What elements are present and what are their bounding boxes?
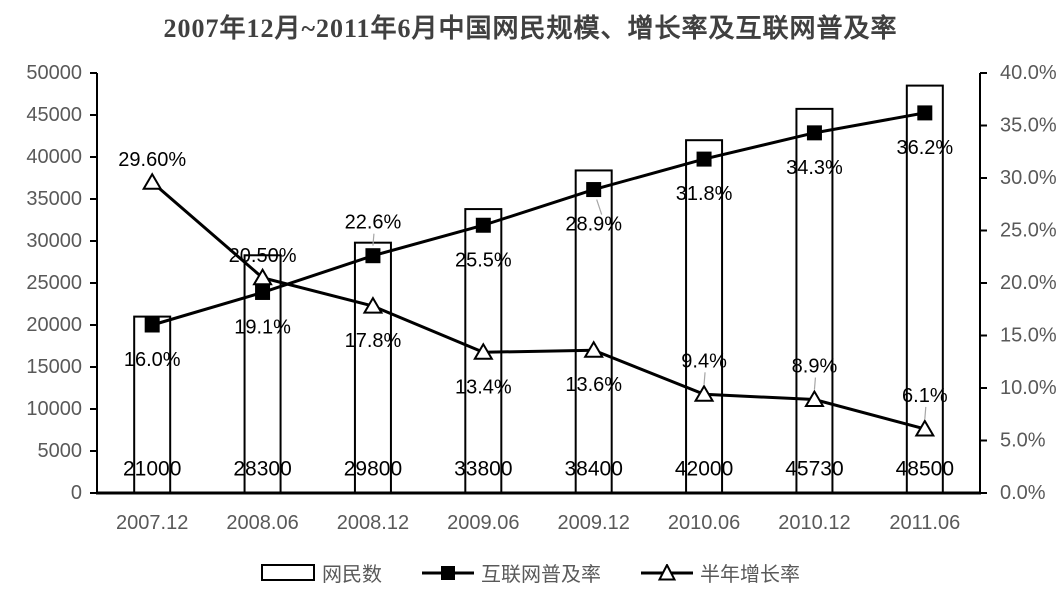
line-value-label: 17.8% [345,330,402,352]
x-axis-tick-label: 2010.12 [778,512,850,534]
growth-line [151,181,926,431]
x-axis-tick-label: 2011.06 [889,512,960,534]
left-axis-tick-label: 45000 [26,104,82,126]
bar-value-label: 38400 [564,458,622,481]
x-axis-tick-label: 2007.12 [116,512,188,534]
line-value-label: 19.1% [234,316,291,338]
legend: 网民数 互联网普及率 半年增长率 [0,558,1061,587]
bar-value-label: 42000 [675,458,733,481]
label-leader-line [813,377,817,390]
x-axis-tick-label: 2009.12 [558,512,630,534]
line-value-label: 25.5% [455,249,512,271]
left-axis-tick-label: 5000 [38,440,83,462]
left-axis-tick-label: 20000 [26,314,82,336]
legend-item-penetration: 互联网普及率 [422,558,601,587]
open-triangle-marker [362,296,384,314]
open-triangle-marker [914,418,936,437]
x-axis-tick-label: 2008.12 [337,512,409,534]
line-value-label: 16.0% [124,349,181,371]
left-axis-tick-label: 30000 [26,230,82,252]
line-value-label: 13.6% [565,374,622,396]
legend-label-penetration: 互联网普及率 [481,564,601,586]
left-axis-tick-label: 50000 [26,62,82,84]
line-value-label: 8.9% [792,356,838,378]
bar-value-label: 45730 [785,458,843,481]
right-axis-tick-label: 40.0% [1000,62,1057,84]
bar-value-label: 21000 [123,458,181,481]
open-triangle-marker [252,267,273,286]
open-triangle-marker [693,384,715,402]
left-axis-tick-label: 35000 [26,188,82,210]
x-axis-tick-label: 2008.06 [226,512,298,534]
legend-item-growth: 半年增长率 [641,558,800,587]
bar [795,107,834,494]
line-value-label: 6.1% [902,385,948,407]
bar [353,241,392,494]
bar [574,169,613,494]
right-axis-tick-label: 5.0% [1000,430,1046,452]
line-value-label: 20.50% [229,245,297,267]
x-axis-tick-label: 2010.06 [668,512,740,534]
filled-square-marker [475,217,491,233]
line-value-label: 13.4% [455,376,512,398]
line-value-label: 36.2% [896,137,953,159]
right-axis-tick-label: 25.0% [1000,220,1057,242]
right-axis-tick-label: 35.0% [1000,115,1057,137]
left-axis-tick-label: 25000 [26,272,82,294]
filled-square-marker [144,317,160,333]
line-value-label: 28.9% [565,214,622,236]
bar-swatch-icon [261,564,315,581]
bar-value-label: 28300 [233,458,291,481]
right-axis-tick-label: 20.0% [1000,272,1057,294]
filled-square-marker [255,284,271,300]
label-leader-line [924,406,927,419]
chart-title: 2007年12月~2011年6月中国网民规模、增长率及互联网普及率 [163,14,898,43]
line-value-label: 22.6% [345,212,402,234]
left-axis-tick-label: 40000 [26,146,82,168]
square-line-swatch-icon [422,565,474,580]
left-axis-tick-label: 10000 [26,398,82,420]
filled-square-marker [586,182,602,198]
left-axis-tick-label: 0 [71,482,82,504]
filled-square-marker [806,125,822,141]
penetration-line [151,111,926,327]
legend-label-netizens: 网民数 [322,564,382,586]
label-leader-line [596,199,603,215]
open-triangle-marker [473,342,494,360]
label-leader-line [703,372,706,385]
legend-item-netizens: 网民数 [261,558,382,587]
legend-label-growth: 半年增长率 [700,564,800,586]
line-value-label: 29.60% [118,149,186,171]
filled-square-marker [917,105,933,121]
label-leader-line [372,233,375,246]
right-axis-tick-label: 15.0% [1000,325,1057,347]
open-triangle-marker [141,172,163,190]
bar-value-label: 48500 [896,458,954,481]
bar [133,315,172,494]
line-value-label: 34.3% [786,157,843,179]
open-triangle-marker [804,389,825,408]
bar-value-label: 29800 [344,458,402,481]
filled-square-marker [696,151,712,167]
open-triangle-marker [583,340,604,358]
left-axis-tick-label: 15000 [26,356,82,378]
right-axis-tick-label: 0.0% [1000,482,1046,504]
triangle-line-swatch-icon [641,563,693,580]
right-axis-tick-label: 30.0% [1000,167,1057,189]
x-axis-tick-label: 2009.06 [447,512,519,534]
line-value-label: 9.4% [681,350,727,372]
right-axis-tick-label: 10.0% [1000,377,1057,399]
bar-value-label: 33800 [454,458,512,481]
line-value-label: 31.8% [676,183,733,205]
filled-square-marker [365,248,381,264]
